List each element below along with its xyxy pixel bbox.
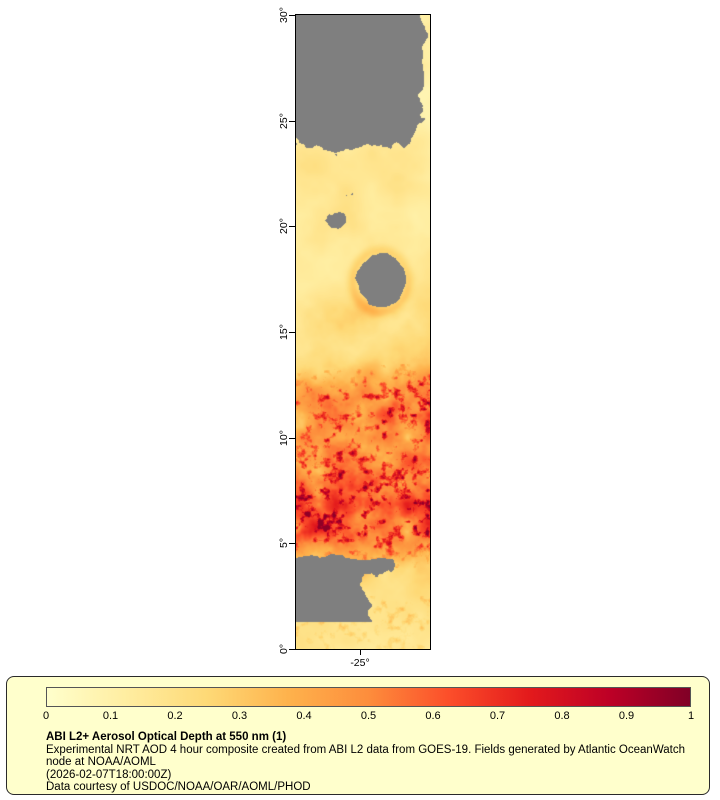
lat-tick-mark bbox=[289, 543, 295, 544]
lat-tick-label: 5° bbox=[278, 537, 290, 549]
colorbar-tick-label: 0 bbox=[42, 710, 50, 722]
legend-text-block: ABI L2+ Aerosol Optical Depth at 550 nm … bbox=[46, 731, 686, 794]
colorbar-tick-label: 0.8 bbox=[554, 710, 570, 722]
lat-tick-mark bbox=[289, 121, 295, 122]
colorbar-tick-label: 0.3 bbox=[231, 710, 248, 722]
lon-tick-label: -25° bbox=[350, 657, 370, 669]
legend-title: ABI L2+ Aerosol Optical Depth at 550 nm … bbox=[46, 731, 287, 743]
lon-tick-mark bbox=[360, 650, 361, 655]
colorbar-gradient bbox=[46, 687, 691, 707]
lat-tick-label: 20° bbox=[278, 218, 290, 234]
colorbar-tick-label: 0.4 bbox=[296, 710, 312, 722]
lat-tick-mark bbox=[289, 15, 295, 16]
legend-panel: 0 0.1 0.2 0.3 0.4 0.5 0.6 0.7 0.8 0.9 1 ABI L2+ Ae… bbox=[6, 676, 710, 795]
lat-tick-label: 25° bbox=[278, 113, 290, 129]
lat-tick-mark bbox=[289, 332, 295, 333]
lat-tick-label: 0° bbox=[278, 643, 290, 655]
colorbar-tick-label: 0.5 bbox=[360, 710, 377, 722]
lat-tick-label: 15° bbox=[278, 324, 290, 340]
colorbar-tick-label: 0.2 bbox=[167, 710, 183, 722]
legend-timestamp: (2026-02-07T18:00:00Z) bbox=[46, 768, 172, 781]
colorbar-tick-label: 0.7 bbox=[489, 710, 506, 722]
colorbar-tick-label: 1 bbox=[687, 710, 695, 722]
lat-tick-label: 10° bbox=[278, 430, 290, 446]
aod-map-raster bbox=[295, 14, 431, 650]
legend-description: Experimental NRT AOD 4 hour composite cr… bbox=[46, 743, 685, 769]
colorbar-tick-label: 0.6 bbox=[425, 710, 441, 722]
legend-courtesy: Data courtesy of USDOC/NOAA/OAR/AOML/PHO… bbox=[46, 781, 311, 793]
colorbar-tick-label: 0.9 bbox=[618, 710, 635, 722]
colorbar-tick-labels: 0 0.1 0.2 0.3 0.4 0.5 0.6 0.7 0.8 0.9 1 bbox=[42, 710, 695, 724]
colorbar-tick-label: 0.1 bbox=[102, 710, 119, 722]
lat-tick-mark bbox=[289, 649, 295, 650]
lat-tick-label: 30° bbox=[278, 7, 290, 23]
lat-tick-mark bbox=[289, 226, 295, 227]
lat-tick-mark bbox=[289, 438, 295, 439]
